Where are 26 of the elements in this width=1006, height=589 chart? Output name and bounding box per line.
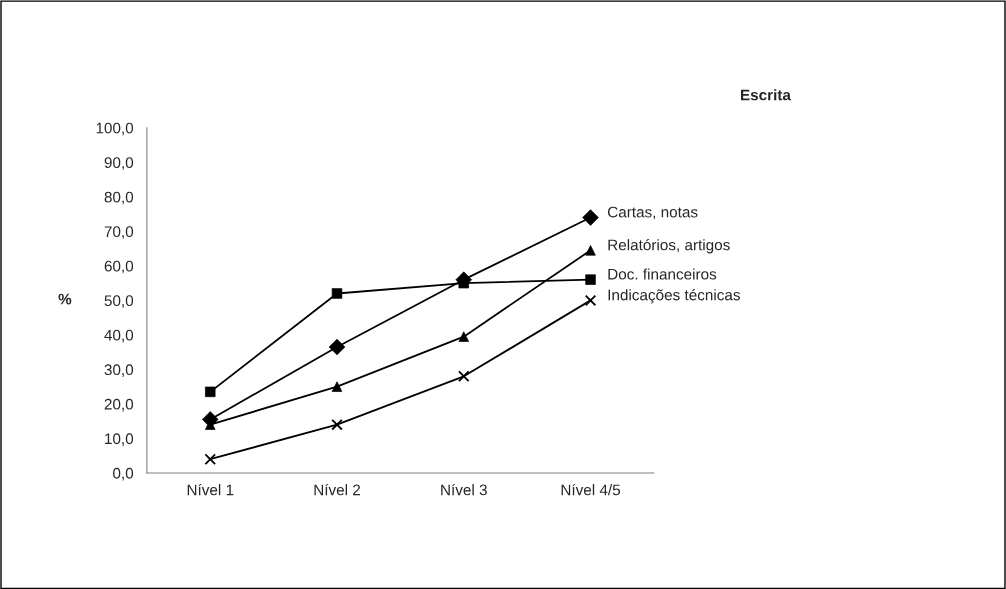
y-tick-label: 80,0 — [104, 191, 134, 205]
series-label: Cartas, notas — [607, 206, 698, 220]
series-label: Indicações técnicas — [608, 288, 740, 304]
y-tick-label: 40,0 — [104, 329, 134, 343]
y-tick-label: 10,0 — [105, 433, 134, 446]
point — [584, 294, 597, 307]
series-label: Relatórios, artigos — [608, 238, 730, 254]
point — [204, 453, 217, 465]
y-tick-label: 60,0 — [104, 260, 134, 274]
y-tick-label: 70,0 — [104, 226, 134, 239]
text: Escrita — [740, 89, 792, 101]
point — [205, 386, 216, 398]
point — [331, 418, 343, 431]
y-tick-label: 50,0 — [104, 295, 134, 308]
x-tick-label: Nível 4/5 — [561, 483, 621, 496]
x-tick-label: Nível 2 — [314, 483, 361, 496]
y-tick-label: 20,0 — [104, 398, 134, 412]
x-tick-label: Nível 1 — [187, 483, 234, 496]
series-label: Doc. financeiros — [608, 268, 717, 280]
y-tick-label: 100,0 — [96, 122, 134, 136]
y-tick-label: 30,0 — [104, 364, 134, 377]
y-tick-label: 0,0 — [113, 467, 134, 481]
y-tick-label: 90,0 — [104, 157, 134, 170]
y-axis-title: % — [58, 293, 72, 305]
x-tick-label: Nível 3 — [441, 483, 487, 496]
point — [458, 370, 470, 383]
